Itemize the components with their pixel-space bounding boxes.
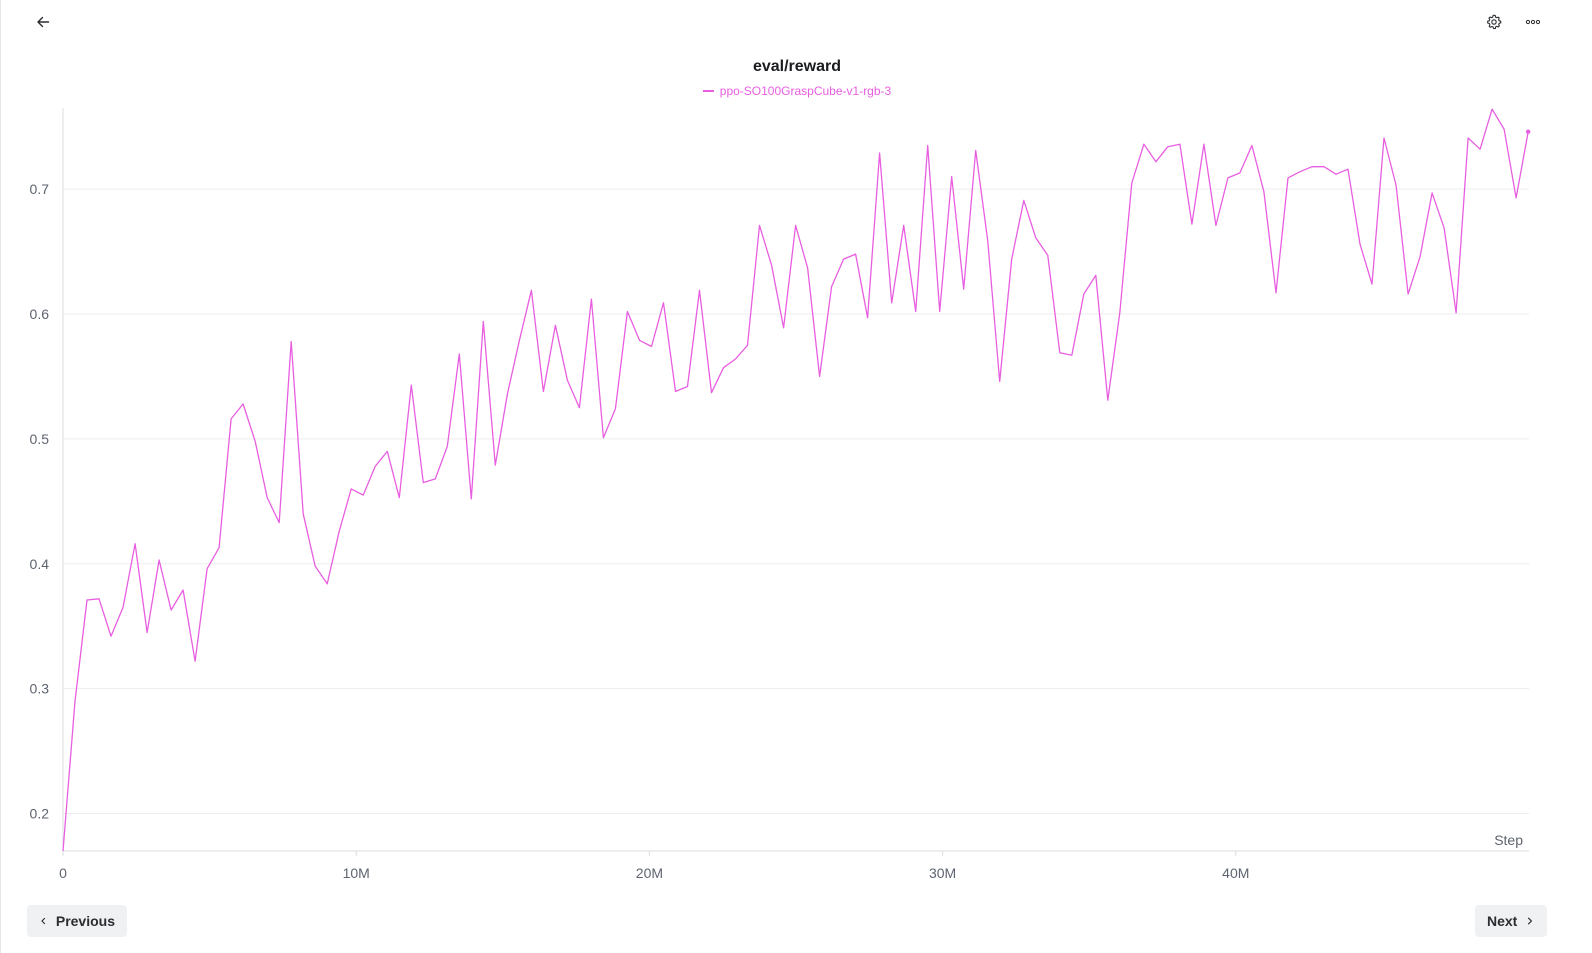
x-tick-label: 0 xyxy=(59,865,67,881)
x-axis-label: Step xyxy=(1494,832,1523,848)
series-line xyxy=(62,108,1529,852)
legend-swatch xyxy=(702,90,714,92)
chart-title: eval/reward xyxy=(752,58,842,75)
chart-legend: ppo-SO100GraspCube-v1-rgb-3 xyxy=(1,84,1592,98)
previous-button[interactable]: Previous xyxy=(27,905,127,937)
x-tick-label: 10M xyxy=(343,865,370,881)
y-tick-label: 0.4 xyxy=(30,556,50,572)
arrow-left-icon xyxy=(37,16,50,28)
next-button[interactable]: Next xyxy=(1475,905,1547,937)
y-tick-label: 0.6 xyxy=(30,306,50,322)
back-button[interactable] xyxy=(29,8,57,36)
x-tick-label: 20M xyxy=(636,865,663,881)
next-button-label: Next xyxy=(1487,913,1518,929)
chevron-left-icon xyxy=(41,917,46,925)
legend-series-label: ppo-SO100GraspCube-v1-rgb-3 xyxy=(719,84,892,98)
series-last-point xyxy=(1525,129,1531,134)
settings-button[interactable] xyxy=(1480,8,1508,36)
x-tick-label: 30M xyxy=(929,865,956,881)
gear-icon xyxy=(1487,14,1502,30)
y-tick-label: 0.3 xyxy=(30,681,50,697)
y-tick-label: 0.7 xyxy=(30,181,50,197)
previous-button-label: Previous xyxy=(55,913,115,929)
chevron-right-icon xyxy=(1528,917,1533,925)
y-tick-label: 0.5 xyxy=(30,431,50,447)
line-chart[interactable]: 0.2 0.3 0.4 0.5 0.6 0.7 0 10M 20M 30M 40M Step xyxy=(1,0,1592,900)
more-horizontal-icon xyxy=(1525,19,1541,25)
y-tick-label: 0.2 xyxy=(30,806,50,822)
x-tick-label: 40M xyxy=(1222,865,1249,881)
more-options-button[interactable] xyxy=(1519,8,1547,36)
